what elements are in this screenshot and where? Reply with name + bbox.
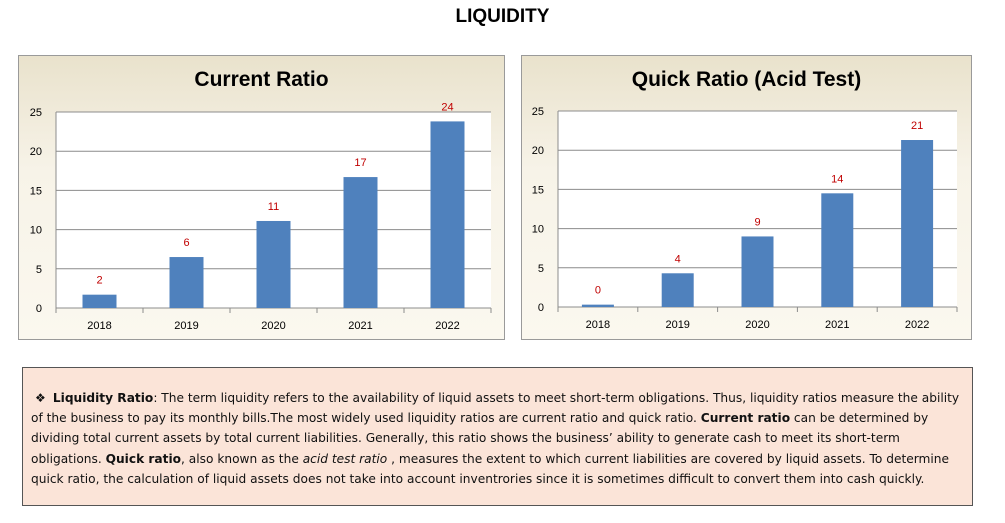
description-text: : The term liquidity refers to the avail…: [31, 391, 960, 426]
description-text: can be determined by dividing total curr…: [31, 411, 929, 466]
y-tick-label: 5: [538, 263, 544, 275]
bar: [901, 140, 934, 307]
bar: [343, 177, 378, 308]
page-title: LIQUIDITY: [455, 6, 550, 27]
bar: [169, 257, 204, 308]
liquidity-description-box: ❖ Liquidity Ratio: The term liquidity re…: [22, 367, 973, 506]
data-label: 11: [268, 201, 279, 213]
chart-title: Current Ratio: [194, 68, 329, 91]
bar: [82, 294, 117, 308]
y-tick-label: 10: [532, 224, 544, 236]
data-label: 4: [675, 253, 681, 265]
y-tick-label: 0: [538, 302, 544, 314]
x-tick-label: 2021: [348, 320, 372, 332]
bar: [581, 304, 614, 307]
x-tick-label: 2020: [261, 320, 285, 332]
x-tick-label: 2019: [665, 319, 689, 331]
x-tick-label: 2018: [87, 320, 111, 332]
x-tick-label: 2021: [825, 319, 849, 331]
x-tick-label: 2020: [745, 319, 769, 331]
bar: [256, 220, 291, 308]
x-tick-label: 2022: [905, 319, 929, 331]
data-label: 9: [754, 216, 760, 228]
data-label: 14: [831, 173, 843, 185]
y-tick-label: 25: [30, 107, 42, 119]
term-current-ratio: Current ratio: [700, 411, 791, 426]
y-tick-label: 20: [532, 145, 544, 157]
bar: [821, 193, 854, 307]
current-ratio-plot: 0 5 10 15 20 25 2 2018 6 2019 11 2020 17 2021 24 2022: [30, 101, 492, 332]
data-label: 21: [911, 120, 923, 132]
data-label: 17: [354, 157, 366, 169]
x-tick-label: 2019: [174, 320, 198, 332]
y-tick-label: 15: [30, 185, 42, 197]
chart-title: Quick Ratio (Acid Test): [631, 68, 862, 91]
data-label: 2: [96, 275, 102, 287]
term-acid-test-ratio: acid test ratio: [302, 451, 388, 466]
x-tick-label: 2022: [435, 320, 459, 332]
description-text: , also known as the: [181, 451, 303, 466]
x-tick-label: 2018: [586, 319, 610, 331]
term-quick-ratio: Quick ratio: [105, 451, 182, 466]
y-tick-label: 0: [36, 303, 42, 315]
quick-ratio-plot: 0 5 10 15 20 25 0 2018 4 2019 9 2020 14 2021 21 2022: [532, 106, 958, 331]
y-tick-label: 5: [36, 264, 42, 276]
quick-ratio-chart: Quick Ratio (Acid Test) 0 5 10 15 20 25 0 2018 4…: [521, 55, 972, 340]
current-ratio-chart: Current Ratio 0 5 10 15 20 25 2 2018 6 2019 11 2020…: [18, 55, 505, 340]
bar: [661, 273, 694, 307]
bar: [430, 121, 465, 309]
data-label: 24: [441, 101, 453, 113]
bar: [741, 236, 774, 307]
y-tick-label: 25: [532, 106, 544, 118]
y-tick-label: 20: [30, 146, 42, 158]
term-liquidity-ratio: Liquidity Ratio: [52, 391, 154, 405]
description-text: , measures the extent to which current l…: [31, 451, 949, 486]
data-label: 6: [183, 237, 189, 249]
data-label: 0: [595, 285, 601, 297]
y-tick-label: 10: [30, 225, 42, 237]
y-tick-label: 15: [532, 184, 544, 196]
diamond-bullet-icon: ❖: [35, 391, 46, 405]
